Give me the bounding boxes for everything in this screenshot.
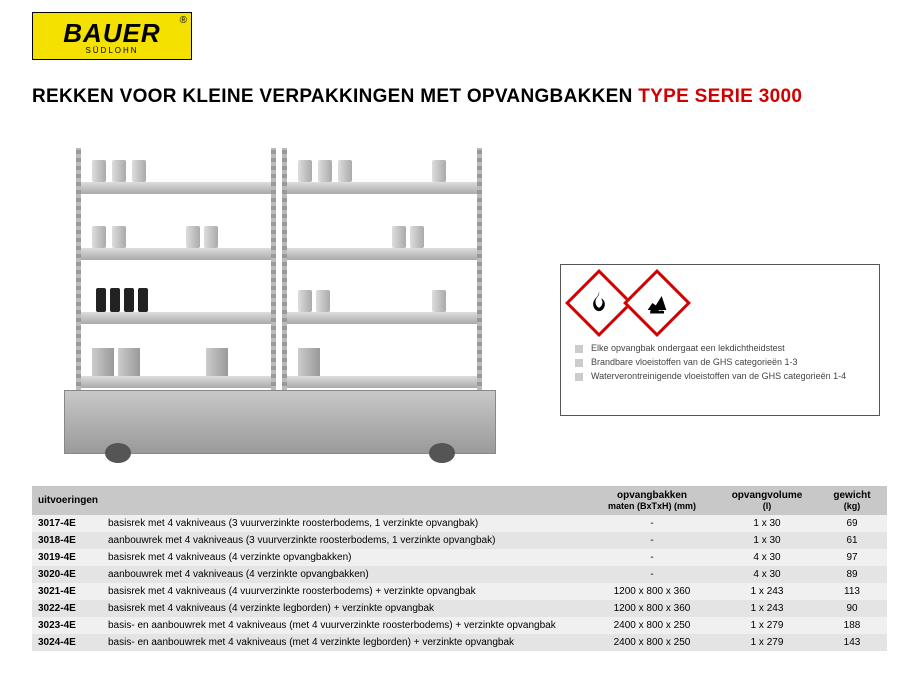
sump-tray [64, 390, 496, 454]
cell-gewicht: 90 [817, 600, 887, 617]
table-row: 3024-4Ebasis- en aanbouwrek met 4 vakniv… [32, 634, 887, 651]
info-bullet: Brandbare vloeistoffen van de GHS catego… [575, 355, 865, 369]
cell-desc: aanbouwrek met 4 vakniveaus (3 vuurverzi… [102, 532, 587, 549]
cell-desc: basisrek met 4 vakniveaus (3 vuurverzink… [102, 515, 587, 532]
cell-desc: basisrek met 4 vakniveaus (4 verzinkte l… [102, 600, 587, 617]
spec-table: uitvoeringen opvangbakkenmaten (BxTxH) (… [32, 486, 887, 651]
shelf-frame-right [282, 148, 482, 390]
cell-gewicht: 188 [817, 617, 887, 634]
page-title: REKKEN VOOR KLEINE VERPAKKINGEN MET OPVA… [32, 86, 802, 108]
cell-maten: - [587, 532, 717, 549]
cell-volume: 1 x 30 [717, 532, 817, 549]
cell-volume: 1 x 243 [717, 600, 817, 617]
logo-subtitle: SÜDLOHN [85, 46, 138, 55]
cell-code: 3022-4E [32, 600, 102, 617]
cell-maten: 1200 x 800 x 360 [587, 583, 717, 600]
shelf-frame-left [76, 148, 276, 390]
col-opvangvolume: opvangvolume(l) [717, 486, 817, 515]
ghs-pictogram-row [575, 279, 865, 327]
cell-code: 3023-4E [32, 617, 102, 634]
info-bullet-list: Elke opvangbak ondergaat een lekdichthei… [575, 341, 865, 383]
cell-maten: 2400 x 800 x 250 [587, 617, 717, 634]
cell-desc: aanbouwrek met 4 vakniveaus (4 verzinkte… [102, 566, 587, 583]
table-row: 3019-4Ebasisrek met 4 vakniveaus (4 verz… [32, 549, 887, 566]
cell-code: 3018-4E [32, 532, 102, 549]
registered-mark: ® [180, 15, 187, 26]
table-row: 3021-4Ebasisrek met 4 vakniveaus (4 vuur… [32, 583, 887, 600]
cell-desc: basisrek met 4 vakniveaus (4 vuurverzink… [102, 583, 587, 600]
cell-code: 3017-4E [32, 515, 102, 532]
cell-gewicht: 143 [817, 634, 887, 651]
cell-volume: 1 x 279 [717, 617, 817, 634]
cell-desc: basis- en aanbouwrek met 4 vakniveaus (m… [102, 617, 587, 634]
info-panel: Elke opvangbak ondergaat een lekdichthei… [560, 264, 880, 416]
logo-brand: BAUER [63, 18, 160, 49]
cell-volume: 1 x 243 [717, 583, 817, 600]
table-row: 3020-4Eaanbouwrek met 4 vakniveaus (4 ve… [32, 566, 887, 583]
cell-volume: 1 x 30 [717, 515, 817, 532]
cell-maten: - [587, 515, 717, 532]
info-bullet: Waterverontreinigende vloeistoffen van d… [575, 369, 865, 383]
cell-maten: 1200 x 800 x 360 [587, 600, 717, 617]
cell-code: 3020-4E [32, 566, 102, 583]
cell-volume: 1 x 279 [717, 634, 817, 651]
table-header-row: uitvoeringen opvangbakkenmaten (BxTxH) (… [32, 486, 887, 515]
cell-code: 3019-4E [32, 549, 102, 566]
cell-gewicht: 61 [817, 532, 887, 549]
title-type: TYPE SERIE 3000 [638, 86, 802, 107]
cell-gewicht: 113 [817, 583, 887, 600]
cell-gewicht: 97 [817, 549, 887, 566]
table-row: 3023-4Ebasis- en aanbouwrek met 4 vakniv… [32, 617, 887, 634]
col-uitvoeringen: uitvoeringen [32, 486, 587, 515]
wheel-icon [105, 443, 131, 463]
brand-logo: ® BAUER SÜDLOHN [32, 12, 192, 60]
cell-code: 3021-4E [32, 583, 102, 600]
col-gewicht: gewicht(kg) [817, 486, 887, 515]
table-body: 3017-4Ebasisrek met 4 vakniveaus (3 vuur… [32, 515, 887, 651]
table-row: 3018-4Eaanbouwrek met 4 vakniveaus (3 vu… [32, 532, 887, 549]
cell-gewicht: 89 [817, 566, 887, 583]
title-main: REKKEN VOOR KLEINE VERPAKKINGEN MET OPVA… [32, 86, 638, 107]
info-bullet: Elke opvangbak ondergaat een lekdichthei… [575, 341, 865, 355]
table-row: 3017-4Ebasisrek met 4 vakniveaus (3 vuur… [32, 515, 887, 532]
cell-volume: 4 x 30 [717, 549, 817, 566]
cell-maten: 2400 x 800 x 250 [587, 634, 717, 651]
spec-table-container: uitvoeringen opvangbakkenmaten (BxTxH) (… [32, 486, 887, 651]
cell-desc: basisrek met 4 vakniveaus (4 verzinkte o… [102, 549, 587, 566]
product-illustration [64, 148, 496, 454]
table-row: 3022-4Ebasisrek met 4 vakniveaus (4 verz… [32, 600, 887, 617]
cell-maten: - [587, 566, 717, 583]
col-opvangbakken: opvangbakkenmaten (BxTxH) (mm) [587, 486, 717, 515]
cell-gewicht: 69 [817, 515, 887, 532]
wheel-icon [429, 443, 455, 463]
cell-maten: - [587, 549, 717, 566]
cell-volume: 4 x 30 [717, 566, 817, 583]
cell-desc: basis- en aanbouwrek met 4 vakniveaus (m… [102, 634, 587, 651]
ghs-environment-icon [623, 269, 691, 337]
cell-code: 3024-4E [32, 634, 102, 651]
